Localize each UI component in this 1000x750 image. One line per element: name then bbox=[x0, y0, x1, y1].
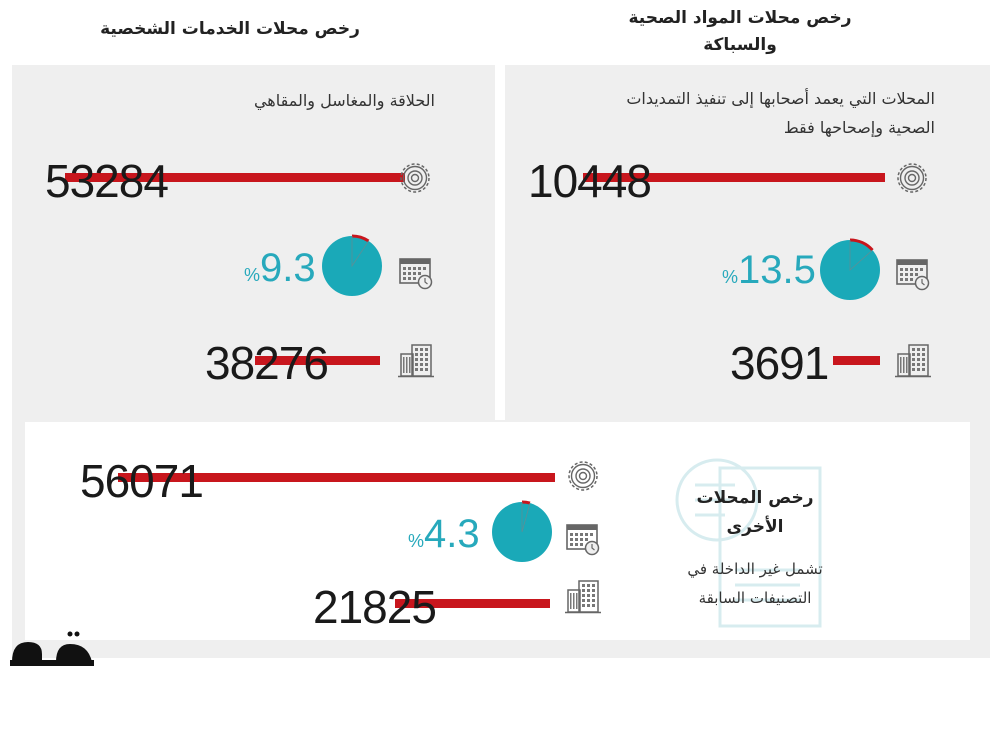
description-line-2: التصنيفات السابقة bbox=[698, 589, 812, 607]
description-line-1: تشمل غير الداخلة في bbox=[687, 560, 823, 578]
percent-value: 4.3 bbox=[424, 512, 480, 556]
title-line-1: رخص محلات المواد الصحية bbox=[628, 8, 852, 28]
makkah-logo bbox=[10, 631, 94, 666]
calendar-clock-icon bbox=[399, 258, 433, 290]
percent-sign: % bbox=[408, 531, 425, 551]
percent-sign: % bbox=[244, 265, 261, 285]
title-line-2: الأخرى bbox=[726, 517, 784, 537]
section-title-personal-services: رخص محلات الخدمات الشخصية bbox=[100, 19, 360, 39]
pie-personal-services bbox=[322, 234, 382, 296]
calendar-clock-icon bbox=[896, 259, 930, 291]
section-subtitle-personal-services: الحلاقة والمغاسل والمقاهي bbox=[253, 91, 435, 110]
pie-slice-arc bbox=[521, 500, 531, 505]
percent-value: 9.3 bbox=[260, 246, 316, 290]
percent-sign: % bbox=[722, 267, 739, 287]
subtitle-line-1: المحلات التي يعمد أصحابها إلى تنفيذ التم… bbox=[626, 89, 935, 108]
bar-buildings-other bbox=[395, 599, 550, 608]
buildings-personal-services: 38276 bbox=[205, 337, 329, 389]
title-line-1: رخص المحلات bbox=[696, 488, 814, 508]
section-description-other: تشمل غير الداخلة في التصنيفات السابقة bbox=[660, 555, 850, 613]
section-subtitle-health-plumbing: المحلات التي يعمد أصحابها إلى تنفيذ التم… bbox=[535, 84, 935, 142]
bar-total-personal-services bbox=[65, 173, 405, 182]
gear-icon bbox=[897, 163, 927, 193]
percent-other: %4.3 bbox=[408, 514, 480, 561]
pie-health-plumbing bbox=[820, 238, 880, 300]
section-title-health-plumbing: رخص محلات المواد الصحية والسباكة bbox=[590, 5, 890, 59]
pie-slice-edge bbox=[849, 240, 873, 271]
document-license-icon bbox=[675, 458, 822, 628]
percent-personal-services: %9.3 bbox=[244, 248, 316, 295]
bar-buildings-personal-services bbox=[255, 356, 380, 365]
gear-icon bbox=[568, 461, 598, 491]
pie-other bbox=[492, 500, 552, 562]
gear-icon bbox=[400, 163, 430, 193]
bar-total-health-plumbing bbox=[583, 173, 885, 182]
title-line-2: والسباكة bbox=[703, 35, 777, 55]
total-personal-services: 53284 bbox=[45, 155, 169, 207]
total-health-plumbing: 10448 bbox=[528, 155, 652, 207]
buildings-health-plumbing: 3691 bbox=[730, 337, 829, 389]
pie-slice-edge bbox=[521, 502, 531, 533]
section-title-other: رخص المحلات الأخرى bbox=[660, 484, 850, 542]
bar-total-other bbox=[118, 473, 555, 482]
panel-personal-services bbox=[12, 65, 495, 420]
bar-buildings-health-plumbing bbox=[833, 356, 880, 365]
calendar-clock-icon bbox=[566, 524, 600, 556]
building-icon bbox=[895, 344, 931, 378]
subtitle-line-2: الصحية وإصحاحها فقط bbox=[783, 118, 935, 137]
building-icon bbox=[398, 344, 434, 378]
buildings-other: 21825 bbox=[313, 581, 437, 633]
building-icon bbox=[565, 580, 601, 614]
pie-slice-edge bbox=[351, 236, 369, 268]
percent-value: 13.5 bbox=[738, 248, 816, 292]
total-other: 56071 bbox=[80, 455, 204, 507]
percent-health-plumbing: %13.5 bbox=[722, 250, 816, 297]
pie-slice-arc bbox=[849, 238, 874, 252]
